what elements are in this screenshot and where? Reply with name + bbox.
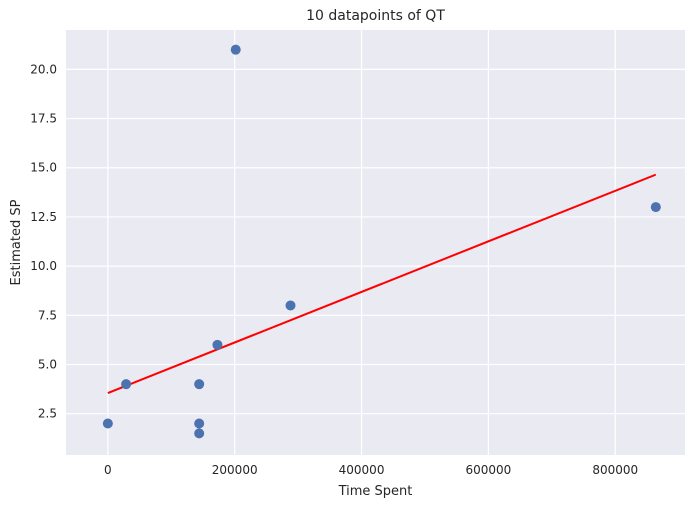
x-tick-label: 600000 [465,463,511,477]
fit-line [107,173,657,394]
grid [66,30,685,455]
data-point [212,339,223,350]
y-tick-label: 5.0 [38,357,57,371]
chart-title: 10 datapoints of QT [306,8,445,24]
data-point [121,379,132,390]
x-tick-label: 800000 [592,463,638,477]
scatter-points [102,44,661,439]
x-tick-label: 400000 [339,463,385,477]
y-tick-label: 7.5 [38,308,57,322]
data-point [194,418,205,429]
y-tick-label: 12.5 [30,210,57,224]
y-tick-label: 17.5 [30,112,57,126]
trend-line [107,173,657,394]
x-tick-labels: 0 200000 400000 600000 800000 [104,463,638,477]
y-tick-label: 15.0 [30,161,57,175]
y-tick-label: 20.0 [30,62,57,76]
y-tick-label: 10.0 [30,259,57,273]
x-axis-label: Time Spent [338,484,413,499]
data-point [102,418,113,429]
y-tick-label: 2.5 [38,407,57,421]
y-axis-label: Estimated SP [9,199,24,285]
data-point [194,379,205,390]
y-tick-labels: 2.5 5.0 7.5 10.0 12.5 15.0 17.5 20.0 [30,62,57,420]
plot-area [66,30,685,455]
x-tick-label: 200000 [212,463,258,477]
data-point [285,300,296,311]
data-point [650,202,661,213]
data-point [194,428,205,439]
data-point [230,44,241,55]
x-tick-label: 0 [104,463,112,477]
